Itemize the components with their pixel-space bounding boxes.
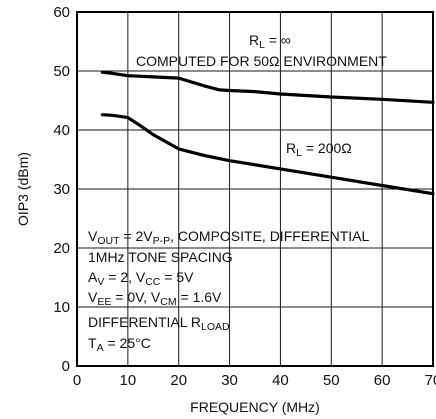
annotations: RL = ∞ COMPUTED FOR 50Ω ENVIRONMENT RL = 2… [88,32,387,354]
annotation-cond6: TA = 25°C [88,335,151,354]
x-tick-label: 0 [73,372,81,389]
annotation-rl-200: RL = 200Ω [286,140,352,159]
series-group [100,70,435,196]
series-line-2 [100,113,435,196]
x-tick-label: 60 [374,372,391,389]
x-axis-title: FREQUENCY (MHz) [190,399,320,415]
annotation-cond1: VOUT = 2VP-P, COMPOSITE, DIFFERENTIAL [88,228,369,247]
plot-frame [76,11,434,367]
x-tick-label: 70 [425,372,436,389]
y-tick-label: 10 [53,299,70,316]
annotation-cond3: AV = 2, VCC = 5V [88,269,194,288]
y-tick-label: 60 [53,4,70,21]
tick-labels: 0 10 20 30 40 50 60 70 0 10 20 30 40 50 60 [53,4,436,389]
annotation-rl-inf: RL = ∞ [249,32,291,51]
x-tick-label: 30 [221,372,238,389]
x-tick-label: 40 [272,372,289,389]
y-tick-label: 20 [53,240,70,257]
x-tick-label: 50 [323,372,340,389]
series-line-1 [100,70,435,104]
y-tick-label: 40 [53,122,70,139]
grid [77,12,433,366]
y-axis-title: OIP3 (dBm) [15,152,31,226]
x-tick-label: 20 [170,372,187,389]
y-tick-label: 50 [53,63,70,80]
annotation-cond4: VEE = 0V, VCM = 1.6V [88,289,222,308]
y-tick-label: 30 [53,181,70,198]
annotation-cond5: DIFFERENTIAL RLOAD [88,314,230,333]
x-tick-label: 10 [120,372,137,389]
annotation-cond2: 1MHz TONE SPACING [88,249,233,265]
y-tick-label: 0 [62,358,70,375]
annotation-computed: COMPUTED FOR 50Ω ENVIRONMENT [136,53,387,69]
plot-border [76,11,434,367]
